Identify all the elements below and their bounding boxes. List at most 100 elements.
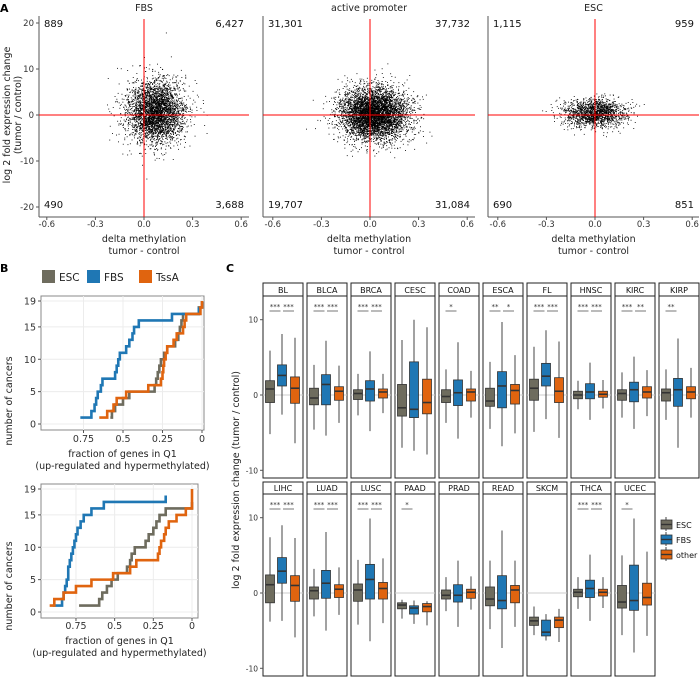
scatter-point xyxy=(162,129,163,131)
scatter-point xyxy=(161,126,163,128)
scatter-point xyxy=(152,111,154,113)
scatter-point xyxy=(383,142,385,144)
scatter-point xyxy=(182,126,184,127)
scatter-point xyxy=(189,115,191,117)
scatter-point xyxy=(403,106,405,108)
scatter-point xyxy=(170,95,172,97)
scatter-point xyxy=(151,101,153,103)
scatter-point xyxy=(172,124,174,126)
scatter-point xyxy=(166,98,168,100)
scatter-point xyxy=(153,99,155,100)
scatter-point xyxy=(371,111,372,112)
scatter-point xyxy=(395,106,397,108)
scatter-point xyxy=(156,115,158,117)
scatter-point xyxy=(146,135,147,137)
scatter-point xyxy=(174,108,176,110)
scatter-point xyxy=(393,82,395,84)
scatter-point xyxy=(147,91,149,93)
scatter-point xyxy=(167,110,169,112)
scatter-point xyxy=(142,104,144,106)
scatter-point xyxy=(136,78,138,79)
scatter-point xyxy=(137,96,138,98)
scatter-point xyxy=(124,108,125,110)
scatter-point xyxy=(174,113,175,114)
scatter-point xyxy=(163,117,165,119)
scatter-point xyxy=(381,94,382,95)
scatter-point xyxy=(135,105,137,107)
scatter-point xyxy=(176,111,178,112)
scatter-point xyxy=(137,141,138,143)
scatter-point xyxy=(129,117,130,119)
scatter-point xyxy=(155,84,157,86)
scatter-point xyxy=(385,92,387,94)
scatter-point xyxy=(156,142,158,144)
scatter-point xyxy=(172,128,174,130)
scatter-point xyxy=(151,141,152,143)
scatter-point xyxy=(177,99,179,101)
scatter-point xyxy=(412,102,414,104)
scatter-point xyxy=(145,96,147,98)
scatter-point xyxy=(356,118,358,120)
scatter-point xyxy=(144,116,146,118)
scatter-point xyxy=(166,138,168,140)
scatter-point xyxy=(175,104,177,106)
scatter-point xyxy=(107,104,108,106)
scatter-point xyxy=(383,92,385,93)
scatter-point xyxy=(346,93,348,95)
scatter-point xyxy=(387,108,388,110)
scatter-point xyxy=(124,137,126,139)
scatter-point xyxy=(163,93,165,95)
scatter-point xyxy=(168,111,170,112)
scatter-point xyxy=(142,83,143,84)
scatter-point xyxy=(147,95,149,96)
scatter-point xyxy=(348,105,349,107)
scatter-points xyxy=(107,32,208,180)
scatter-point xyxy=(390,125,392,127)
scatter-point xyxy=(154,102,156,104)
scatter-point xyxy=(159,138,161,139)
scatter-point xyxy=(150,91,152,93)
scatter-point xyxy=(166,106,168,108)
scatter-point xyxy=(371,126,373,128)
scatter-point xyxy=(387,123,389,125)
scatter-point xyxy=(155,110,157,111)
scatter-point xyxy=(165,107,167,109)
scatter-point xyxy=(362,118,364,120)
scatter-point xyxy=(160,105,162,107)
scatter-point xyxy=(144,118,146,120)
scatter-point xyxy=(157,104,159,106)
scatter-point xyxy=(355,125,357,127)
scatter-point xyxy=(182,129,184,131)
scatter-point xyxy=(142,98,144,99)
scatter-point xyxy=(127,99,129,101)
scatter-point xyxy=(149,81,151,83)
scatter-point xyxy=(144,111,146,113)
scatter-point xyxy=(360,126,362,127)
scatter-point xyxy=(362,128,364,130)
scatter-point xyxy=(343,126,345,128)
scatter-point xyxy=(142,130,144,131)
scatter-point xyxy=(154,154,155,156)
scatter-point xyxy=(141,92,143,94)
scatter-point xyxy=(157,77,159,79)
scatter-point xyxy=(376,89,378,91)
scatter-point xyxy=(388,126,390,128)
scatter-point xyxy=(156,128,158,130)
scatter-point xyxy=(148,126,150,128)
scatter-point xyxy=(368,89,370,91)
scatter-point xyxy=(181,111,182,113)
scatter-point xyxy=(164,75,165,77)
scatter-point xyxy=(169,91,171,93)
scatter-point xyxy=(126,89,128,91)
scatter-point xyxy=(152,112,154,113)
scatter-point xyxy=(170,108,172,110)
scatter-point xyxy=(139,116,140,118)
y-tick-label: -10 xyxy=(20,157,34,167)
scatter-point xyxy=(141,89,143,91)
scatter-point xyxy=(176,85,178,86)
scatter-point xyxy=(151,134,153,136)
scatter-point xyxy=(166,80,168,82)
scatter-point xyxy=(146,110,147,112)
scatter-point xyxy=(345,91,347,92)
scatter-point xyxy=(154,132,156,134)
